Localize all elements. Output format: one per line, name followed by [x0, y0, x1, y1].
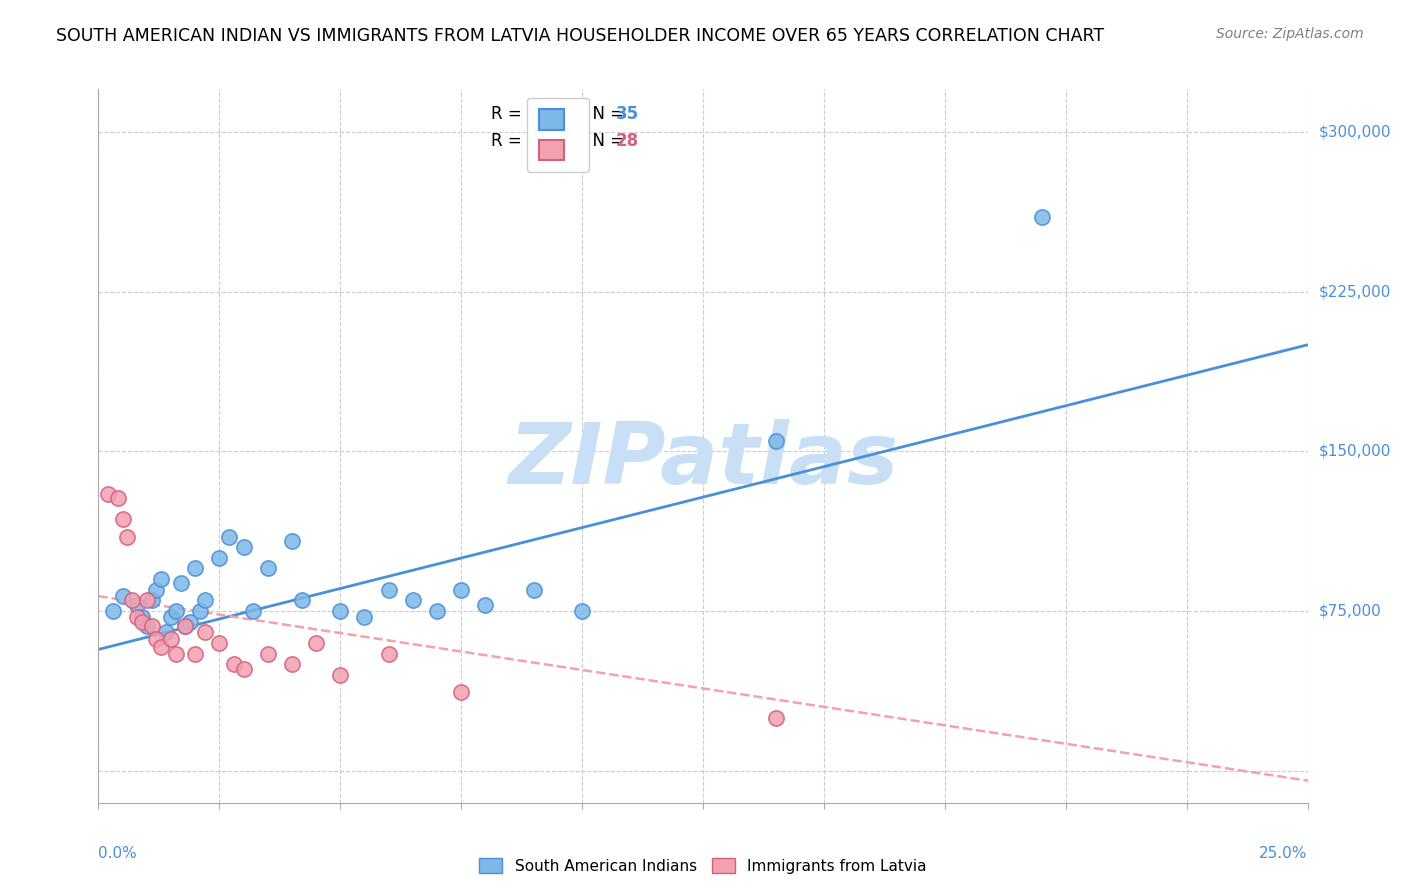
Point: [450, 582, 472, 597]
Text: 25.0%: 25.0%: [1260, 846, 1308, 861]
Text: N =: N =: [582, 105, 630, 123]
Point: [174, 619, 197, 633]
Point: [402, 593, 425, 607]
Legend: South American Indians, Immigrants from Latvia: South American Indians, Immigrants from …: [474, 852, 932, 880]
Point: [208, 636, 231, 650]
Point: [256, 647, 278, 661]
Point: [281, 657, 304, 672]
Point: [377, 582, 399, 597]
Point: [232, 662, 254, 676]
Point: [450, 685, 472, 699]
Text: R =: R =: [492, 105, 527, 123]
Legend: , : ,: [527, 97, 589, 171]
Point: [160, 610, 183, 624]
Point: [523, 582, 546, 597]
Point: [127, 598, 149, 612]
Point: [184, 647, 207, 661]
Point: [145, 582, 167, 597]
Point: [160, 632, 183, 646]
Point: [571, 604, 593, 618]
Point: [121, 593, 143, 607]
Point: [127, 610, 149, 624]
Point: [290, 593, 312, 607]
Point: [107, 491, 129, 506]
Point: [194, 625, 217, 640]
Point: [165, 647, 187, 661]
Point: [329, 668, 352, 682]
Text: R =: R =: [492, 132, 527, 150]
Point: [135, 619, 157, 633]
Point: [765, 710, 787, 724]
Point: [155, 625, 177, 640]
Point: [141, 619, 163, 633]
Point: [131, 610, 153, 624]
Point: [188, 604, 211, 618]
Point: [474, 598, 496, 612]
Point: [256, 561, 278, 575]
Text: -0.384: -0.384: [527, 132, 588, 150]
Text: SOUTH AMERICAN INDIAN VS IMMIGRANTS FROM LATVIA HOUSEHOLDER INCOME OVER 65 YEARS: SOUTH AMERICAN INDIAN VS IMMIGRANTS FROM…: [56, 27, 1104, 45]
Point: [194, 593, 217, 607]
Text: $300,000: $300,000: [1319, 124, 1391, 139]
Point: [184, 561, 207, 575]
Point: [222, 657, 245, 672]
Point: [179, 615, 201, 629]
Point: [281, 533, 304, 548]
Point: [150, 640, 173, 655]
Point: [165, 604, 187, 618]
Point: [101, 604, 124, 618]
Text: $75,000: $75,000: [1319, 604, 1382, 618]
Point: [242, 604, 264, 618]
Point: [377, 647, 399, 661]
Point: [1031, 210, 1053, 224]
Point: [329, 604, 352, 618]
Text: N =: N =: [582, 132, 630, 150]
Point: [131, 615, 153, 629]
Point: [218, 529, 240, 543]
Text: 0.673: 0.673: [527, 105, 586, 123]
Point: [169, 576, 191, 591]
Point: [765, 434, 787, 448]
Point: [117, 529, 139, 543]
Point: [208, 550, 231, 565]
Point: [353, 610, 375, 624]
Point: [141, 593, 163, 607]
Text: $225,000: $225,000: [1319, 284, 1391, 299]
Point: [426, 604, 449, 618]
Point: [135, 593, 157, 607]
Text: 28: 28: [616, 132, 640, 150]
Text: 35: 35: [616, 105, 640, 123]
Text: 0.0%: 0.0%: [98, 846, 138, 861]
Point: [305, 636, 328, 650]
Point: [111, 512, 134, 526]
Text: Source: ZipAtlas.com: Source: ZipAtlas.com: [1216, 27, 1364, 41]
Text: $150,000: $150,000: [1319, 444, 1391, 458]
Point: [145, 632, 167, 646]
Point: [174, 619, 197, 633]
Point: [111, 589, 134, 603]
Point: [97, 487, 120, 501]
Point: [232, 540, 254, 554]
Text: ZIPatlas: ZIPatlas: [508, 418, 898, 502]
Point: [150, 572, 173, 586]
